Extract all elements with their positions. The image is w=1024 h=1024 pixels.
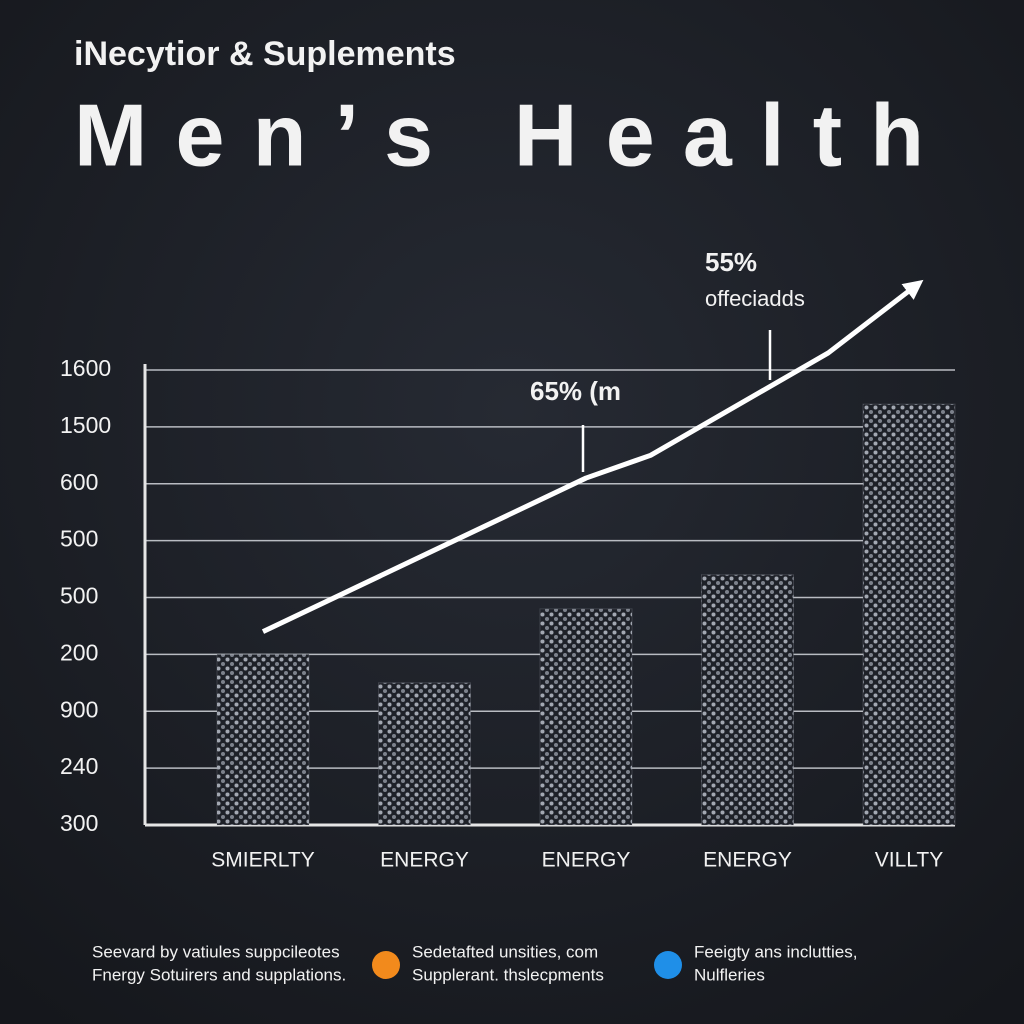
- y-tick-label: 1500: [60, 412, 111, 438]
- y-tick-label: 500: [60, 526, 98, 552]
- legend-text: Fnergy Sotuirers and supplations.: [92, 965, 346, 984]
- bar: [216, 653, 310, 826]
- x-tick-label: VILLTY: [875, 849, 943, 872]
- legend-text: Feeigty ans inclutties,: [694, 942, 857, 961]
- bar: [862, 403, 956, 826]
- y-tick-label: 1600: [60, 355, 111, 381]
- annotation: offeciadds: [705, 286, 805, 311]
- bar: [539, 608, 633, 826]
- legend-text: Supplerant. thslecpments: [412, 965, 604, 984]
- x-tick-label: SMIERLTY: [211, 849, 314, 872]
- subtitle: iNecytior & Suplements: [74, 35, 456, 73]
- x-tick-label: ENERGY: [380, 849, 469, 872]
- legend-text: Nulfleries: [694, 965, 765, 984]
- y-tick-label: 900: [60, 696, 98, 722]
- legend-text: Seevard by vatiules suppcileotes: [92, 942, 340, 961]
- trend-line: [261, 279, 924, 634]
- y-tick-label: 200: [60, 639, 98, 665]
- x-tick-label: ENERGY: [703, 849, 792, 872]
- bar: [378, 682, 471, 826]
- legend-marker: [372, 951, 400, 979]
- y-tick-label: 300: [60, 810, 98, 836]
- bar: [701, 574, 794, 826]
- y-tick-label: 600: [60, 469, 98, 495]
- legend-text: Sedetafted unsities, com: [412, 942, 598, 961]
- annotation: 65% (m: [530, 376, 621, 406]
- annotation: 55%: [705, 247, 757, 277]
- x-tick-label: ENERGY: [542, 849, 631, 872]
- y-tick-label: 500: [60, 583, 98, 609]
- y-tick-label: 240: [60, 753, 98, 779]
- legend-marker: [654, 951, 682, 979]
